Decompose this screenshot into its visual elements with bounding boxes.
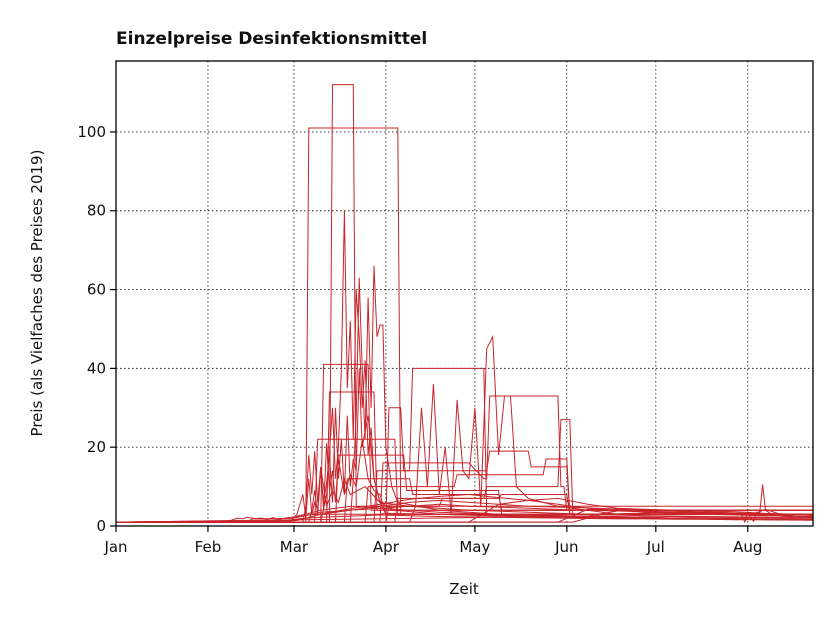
x-tick-label: Mar — [280, 538, 309, 556]
series-line-24 — [116, 484, 814, 524]
y-tick-label: 100 — [77, 123, 106, 141]
chart-title: Einzelpreise Desinfektionsmittel — [116, 29, 427, 49]
series-line-16 — [116, 458, 813, 523]
x-tick-label: Apr — [373, 538, 400, 556]
series-line-27 — [116, 494, 813, 523]
series-line-29 — [116, 454, 813, 523]
x-tick-label: May — [459, 538, 490, 556]
x-tick-label: Jan — [103, 538, 127, 556]
series-line-8 — [116, 84, 813, 523]
y-axis-label: Preis (als Vielfaches des Preises 2019) — [28, 150, 46, 437]
series-line-26 — [116, 497, 814, 523]
series-group — [115, 84, 814, 524]
x-tick-label: Jun — [554, 538, 578, 556]
axis-ticks: Jan Feb Mar Apr May Jun Jul Aug 0 20 40 60 80 100 — [77, 123, 762, 556]
series-line-4 — [116, 368, 814, 523]
series-line-14 — [116, 395, 813, 523]
x-tick-label: Feb — [195, 538, 222, 556]
x-axis-label: Zeit — [449, 580, 479, 598]
grid — [116, 61, 813, 526]
series-line-17 — [116, 419, 813, 523]
x-tick-label: Jul — [646, 538, 665, 556]
x-tick-label: Aug — [733, 538, 762, 556]
series-line-25 — [115, 508, 814, 523]
y-tick-label: 0 — [96, 517, 106, 535]
y-tick-label: 60 — [87, 281, 106, 299]
series-line-6 — [116, 265, 814, 523]
series-line-12 — [116, 367, 813, 523]
series-line-22 — [116, 507, 814, 523]
y-tick-label: 40 — [87, 359, 106, 377]
plot-frame — [115, 60, 814, 527]
y-tick-label: 80 — [87, 202, 106, 220]
y-tick-label: 20 — [87, 438, 106, 456]
series-line-28 — [116, 478, 813, 523]
series-line-5 — [116, 210, 814, 523]
